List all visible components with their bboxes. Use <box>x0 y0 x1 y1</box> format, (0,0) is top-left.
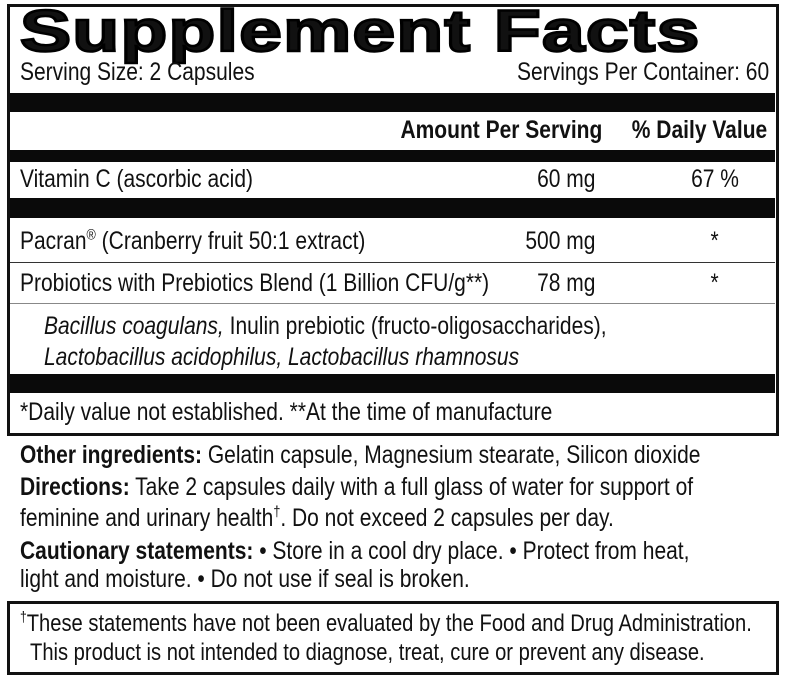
blend-ingredients-line-1: Bacillus coagulans, Inulin prebiotic (fr… <box>44 314 607 339</box>
amount-per-serving-header: Amount Per Serving <box>400 116 602 144</box>
panel-title: Supplement Facts <box>18 0 701 64</box>
nutrient-amount: 60 mg <box>536 165 595 193</box>
nutrient-amount: 500 mg <box>524 227 595 255</box>
nutrient-amount: 78 mg <box>536 269 595 297</box>
disclaimer-line-1: †These statements have not been evaluate… <box>20 611 752 636</box>
servings-per-container: Servings Per Container: 60 <box>516 58 769 86</box>
fda-disclaimer-box <box>7 601 779 675</box>
cautionary-statements: Cautionary statements: • Store in a cool… <box>20 539 689 564</box>
thick-divider <box>10 93 775 112</box>
nutrient-name: Vitamin C (ascorbic acid) <box>20 165 254 193</box>
nutrient-daily-value: * <box>710 269 719 297</box>
serving-size: Serving Size: 2 Capsules <box>20 58 255 86</box>
thick-divider <box>10 198 775 218</box>
registered-mark: ® <box>86 226 96 244</box>
supplement-facts-panel <box>7 4 779 436</box>
disclaimer-text: These statements have not been evaluated… <box>26 610 752 637</box>
dagger-mark: † <box>273 503 281 521</box>
nutrient-daily-value: * <box>710 227 719 255</box>
cautionary-text: • Store in a cool dry place. • Protect f… <box>253 537 690 565</box>
cautionary-statements-line-2: light and moisture. • Do not use if seal… <box>20 565 470 593</box>
other-ingredients-label: Other ingredients: <box>20 441 203 469</box>
nutrient-name: Pacran® (Cranberry fruit 50:1 extract) <box>20 226 366 255</box>
directions: Directions: Take 2 capsules daily with a… <box>20 475 693 500</box>
directions-text: . Do not exceed 2 capsules per day. <box>280 504 614 532</box>
thick-divider <box>10 374 775 393</box>
dagger-mark: † <box>20 610 27 626</box>
footnote: *Daily value not established. **At the t… <box>20 398 553 426</box>
directions-text: feminine and urinary health <box>20 504 274 532</box>
blend-ingredient-text: Inulin prebiotic (fructo-oligosaccharide… <box>223 312 607 340</box>
disclaimer-line-2: This product is not intended to diagnose… <box>30 639 705 666</box>
blend-ingredient-italic: Bacillus coagulans, <box>44 312 224 340</box>
row-divider <box>10 303 775 304</box>
nutrient-name-text: Pacran <box>20 227 87 255</box>
other-ingredients: Other ingredients: Gelatin capsule, Magn… <box>20 443 700 468</box>
divider <box>10 150 775 162</box>
daily-value-header: % Daily Value <box>631 116 767 144</box>
blend-ingredients-line-2: Lactobacillus acidophilus, Lactobacillus… <box>44 343 520 371</box>
nutrient-name-rest: (Cranberry fruit 50:1 extract) <box>95 227 366 255</box>
cautionary-label: Cautionary statements: <box>20 537 254 565</box>
other-ingredients-text: Gelatin capsule, Magnesium stearate, Sil… <box>202 441 701 469</box>
directions-label: Directions: <box>20 473 130 501</box>
directions-text: Take 2 capsules daily with a full glass … <box>129 473 694 501</box>
row-divider <box>10 262 775 263</box>
nutrient-daily-value: 67 % <box>691 165 739 193</box>
directions-line-2: feminine and urinary health†. Do not exc… <box>20 503 614 532</box>
nutrient-name: Probiotics with Prebiotics Blend (1 Bill… <box>20 269 490 297</box>
